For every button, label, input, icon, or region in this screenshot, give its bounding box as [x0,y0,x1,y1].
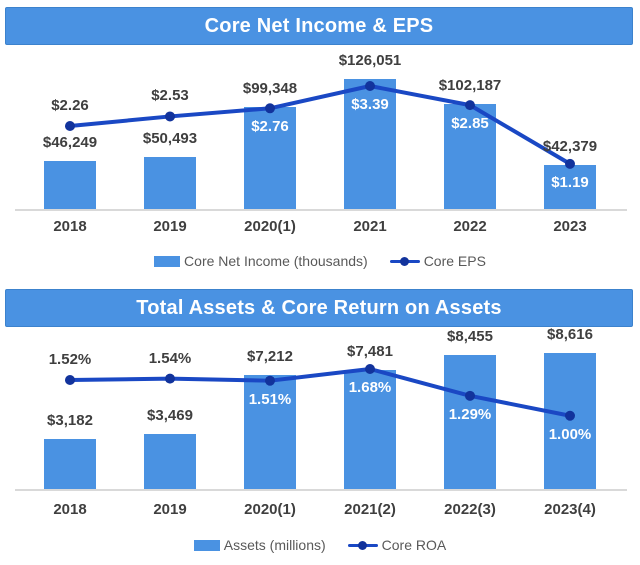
bar-value-label: $99,348 [242,79,298,97]
bar-value-label: $126,051 [338,52,402,69]
x-axis-line [15,209,627,211]
chart1-legend-line-label: Core EPS [423,253,486,269]
line-value-label: 1.29% [448,405,492,423]
x-axis-label: 2023 [553,218,587,235]
chart1-legend-line-item: Core EPS [389,253,486,269]
x-axis-label: 2020(1) [244,501,296,518]
line-value-label: 1.52% [48,351,92,368]
chart1-legend-bar-label: Core Net Income (thousands) [184,253,368,269]
chart1-legend: Core Net Income (thousands) Core EPS [0,253,640,269]
x-axis-label: 2022(3) [444,501,496,518]
x-axis-label: 2018 [53,501,87,518]
line-series-marker-icon [347,540,378,551]
x-axis-label: 2021(2) [344,501,396,518]
chart2-title: Total Assets & Core Return on Assets [5,289,633,327]
x-axis-label: 2022 [453,218,487,235]
line-value-label: $1.19 [551,173,589,191]
line-point-marker [65,375,75,385]
chart2-legend-bar-item: Assets (millions) [193,537,326,553]
line-value-label: $2.76 [251,118,289,136]
chart2-legend: Assets (millions) Core ROA [0,537,640,553]
chart1-legend-bar-item: Core Net Income (thousands) [154,253,368,269]
x-axis-label: 2019 [153,501,187,518]
x-axis-label: 2019 [153,218,187,235]
bar-series-swatch-icon [193,539,220,551]
bar-value-label: $8,455 [447,328,493,346]
chart2-legend-line-label: Core ROA [381,537,447,553]
bar-value-label: $7,212 [247,347,293,365]
bar-value-label: $42,379 [542,138,598,156]
bar-value-label: $102,187 [438,76,502,94]
line-value-label: 1.00% [548,425,592,443]
x-axis-label: 2023(4) [544,501,596,518]
line-series-marker-icon [389,256,420,267]
line-value-label: $3.39 [351,95,389,113]
bar-2023(4) [544,352,596,489]
line-value-label: $2.85 [451,115,489,133]
bar-2019 [144,434,196,489]
bar-2023 [544,165,596,209]
line-point-marker [65,121,75,131]
bar-value-label: $8,616 [547,325,593,343]
x-axis-line [15,489,627,491]
bar-series-swatch-icon [154,255,181,267]
line-point-marker [165,373,175,384]
line-value-label: 1.54% [148,349,192,367]
bar-2019 [144,156,196,209]
x-axis-label: 2018 [53,218,87,235]
bar-value-label: $3,469 [147,407,193,425]
line-value-label: 1.68% [348,379,392,396]
bar-2018 [44,161,96,209]
chart1-title: Core Net Income & EPS [5,7,633,45]
bar-value-label: $7,481 [347,343,393,361]
x-axis-label: 2021 [353,218,387,235]
chart2-legend-bar-label: Assets (millions) [223,537,326,553]
chart2-legend-line-item: Core ROA [347,537,447,553]
x-axis-label: 2020(1) [244,218,296,235]
bar-2018 [44,438,96,489]
line-point-marker [165,111,175,122]
